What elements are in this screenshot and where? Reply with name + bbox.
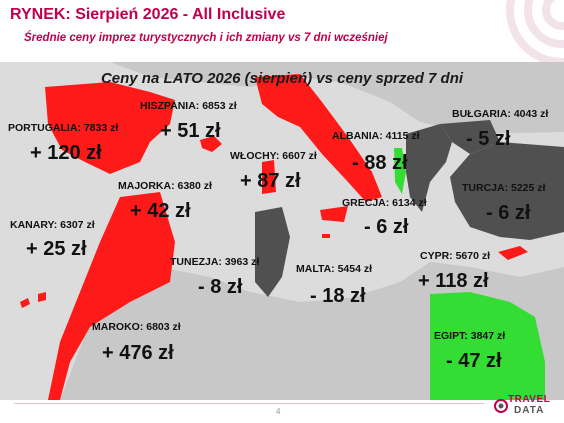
country-change-cyprus: + 118 zł — [418, 270, 489, 292]
country-label-tunisia: TUNEZJA: 3963 zł — [170, 256, 260, 268]
map-region-morocco — [48, 192, 175, 400]
country-label-albania: ALBANIA: 4115 zł — [332, 130, 420, 142]
country-label-portugal: PORTUGALIA: 7833 zł — [8, 122, 119, 134]
country-label-turkey: TURCJA: 5225 zł — [462, 182, 546, 194]
map-region-sicily — [320, 206, 348, 222]
country-label-majorca: MAJORKA: 6380 zł — [118, 180, 212, 192]
map-region-majorca — [200, 136, 222, 152]
map-region-cyprus — [498, 246, 528, 260]
map-region-malta — [322, 234, 330, 238]
map-region-greece — [406, 124, 452, 212]
logo-text-travel: TRAVEL — [508, 394, 551, 405]
map-region-italy — [255, 74, 382, 202]
map: Ceny na LATO 2026 (sierpień) vs ceny spr… — [0, 62, 564, 400]
country-change-majorca: + 42 zł — [130, 200, 191, 222]
logo-icon — [494, 399, 508, 413]
country-change-spain: + 51 zł — [160, 120, 221, 142]
map-svg — [20, 62, 564, 400]
logo-text-data: DATA — [514, 405, 545, 416]
decorative-circles-icon — [506, 0, 564, 62]
footer-divider — [14, 403, 484, 404]
country-change-morocco: + 476 zł — [102, 342, 174, 364]
country-change-albania: - 88 zł — [352, 152, 408, 174]
country-label-malta: MALTA: 5454 zł — [296, 263, 373, 275]
map-region-egypt — [430, 292, 545, 400]
country-change-egypt: - 47 zł — [446, 350, 502, 372]
map-region-albania — [394, 148, 406, 194]
map-region-spain — [45, 82, 175, 174]
map-region-sardinia — [262, 160, 276, 194]
country-change-tunisia: - 8 zł — [198, 276, 243, 298]
country-change-italy: + 87 zł — [240, 170, 301, 192]
page-number: 4 — [276, 407, 281, 416]
travel-data-logo: TRAVEL DATA — [494, 394, 560, 420]
country-change-portugal: + 120 zł — [30, 142, 102, 164]
map-region-bulgaria — [440, 120, 500, 154]
country-label-egypt: EGIPT: 3847 zł — [434, 330, 506, 342]
map-region-tunisia — [255, 207, 290, 297]
country-label-bulgaria: BUŁGARIA: 4043 zł — [452, 108, 549, 120]
map-region-canaries — [20, 298, 30, 308]
map-region-turkey — [450, 142, 564, 240]
country-change-greece: - 6 zł — [364, 216, 409, 238]
country-label-italy: WŁOCHY: 6607 zł — [230, 150, 317, 162]
country-label-spain: HISZPANIA: 6853 zł — [140, 100, 237, 112]
country-label-greece: GRECJA: 6134 zł — [342, 197, 427, 209]
country-change-malta: - 18 zł — [310, 285, 366, 307]
country-label-canaries: KANARY: 6307 zł — [10, 219, 95, 231]
page-subtitle: Średnie ceny imprez turystycznych i ich … — [24, 32, 388, 44]
map-region-canaries-2 — [38, 292, 46, 302]
country-change-turkey: - 6 zł — [486, 202, 531, 224]
header: RYNEK: Sierpień 2026 - All Inclusive Śre… — [0, 0, 564, 62]
country-label-cyprus: CYPR: 5670 zł — [420, 250, 491, 262]
map-heading: Ceny na LATO 2026 (sierpień) vs ceny spr… — [100, 70, 464, 87]
country-change-canaries: + 25 zł — [26, 238, 87, 260]
country-change-bulgaria: - 5 zł — [466, 128, 511, 150]
page-title: RYNEK: Sierpień 2026 - All Inclusive — [10, 6, 286, 23]
country-label-morocco: MAROKO: 6803 zł — [92, 321, 181, 333]
land-europe-north — [110, 62, 564, 134]
